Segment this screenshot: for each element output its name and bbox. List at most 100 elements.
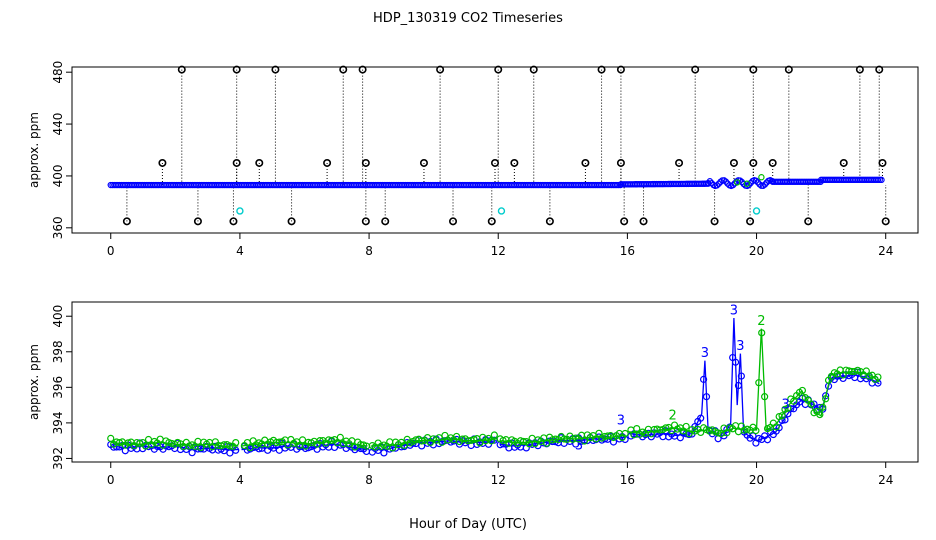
bottom-series-2-point — [551, 435, 559, 443]
bottom-x-tick-label: 24 — [878, 473, 893, 487]
top-outlier-point — [545, 217, 554, 226]
top-baseline-point — [713, 182, 721, 189]
top-y-tick-label: 440 — [51, 113, 65, 136]
bottom-series-3-line — [628, 317, 880, 442]
bottom-y-tick-label: 394 — [51, 411, 65, 434]
top-green-point — [743, 180, 751, 187]
bottom-plot-frame — [71, 301, 919, 463]
bottom-series-2-point — [790, 397, 798, 405]
bottom-x-tick-label: 20 — [749, 473, 764, 487]
bottom-series-2-point — [662, 424, 670, 432]
bottom-series-2-point — [755, 379, 763, 387]
bottom-series-3-point — [749, 432, 757, 440]
bottom-x-tick-label: 16 — [620, 473, 635, 487]
top-x-tick-label: 16 — [620, 244, 635, 258]
top-outlier-point — [597, 65, 606, 74]
top-outlier-point — [487, 217, 496, 226]
bottom-annotation-label: 3 — [617, 414, 625, 429]
top-outlier-point — [875, 65, 884, 74]
top-outlier-point — [839, 158, 848, 167]
top-outlier-point — [881, 217, 890, 226]
bottom-series-3-point — [697, 414, 705, 422]
bottom-series-2-point — [226, 442, 234, 450]
bottom-series-2-point — [752, 427, 760, 435]
bottom-series-2-point — [246, 444, 254, 452]
top-outlier-point — [436, 65, 445, 74]
bottom-series-2-point — [807, 400, 815, 408]
top-outlier-point — [510, 158, 519, 167]
top-outlier-point — [361, 217, 370, 226]
bottom-series-2-point — [298, 436, 307, 444]
bottom-series-2-point — [389, 444, 397, 452]
bottom-series-2-point — [580, 437, 589, 445]
top-outlier-point — [229, 217, 238, 226]
bottom-series-2-point — [822, 395, 830, 403]
top-baseline-point — [704, 179, 712, 187]
bottom-series-3-point — [226, 449, 234, 457]
bottom-series-3-point — [275, 446, 283, 454]
bottom-series-2-point — [336, 433, 344, 441]
top-outlier-point — [620, 217, 629, 226]
top-y-tick-label: 360 — [51, 216, 65, 239]
top-green-point — [733, 179, 741, 186]
bottom-annotation-label: 3 — [781, 398, 789, 413]
bottom-series-2-point — [107, 434, 115, 442]
top-outlier-point — [232, 65, 241, 74]
top-outlier-point — [358, 65, 367, 74]
bottom-series-3-point — [418, 442, 426, 450]
bottom-annotation-label: 2 — [668, 408, 676, 423]
bottom-series-2-point — [438, 438, 446, 446]
bottom-series-3-point — [699, 375, 708, 383]
bottom-annotation-label: 3 — [736, 339, 744, 354]
top-outlier-point — [494, 65, 503, 74]
top-outlier-point — [768, 158, 777, 167]
bottom-annotation-label: 2 — [757, 314, 765, 329]
top-x-tick-label: 4 — [236, 244, 244, 258]
bottom-x-tick-label: 8 — [365, 473, 373, 487]
bottom-series-2-point — [621, 429, 629, 438]
bottom-series-2-point — [115, 439, 124, 447]
bottom-x-tick-label: 0 — [107, 473, 115, 487]
top-baseline-point — [706, 178, 714, 185]
x-axis-label: Hour of Day (UTC) — [409, 517, 527, 532]
top-outlier-point — [381, 217, 390, 226]
bottom-y-tick-label: 396 — [51, 376, 65, 399]
top-cyan-point — [236, 207, 244, 215]
bottom-x-tick-label: 4 — [236, 473, 244, 487]
bottom-series-2-point — [819, 403, 827, 411]
bottom-series-2-point — [418, 437, 426, 445]
bottom-series-2-point — [784, 404, 792, 412]
bottom-series-2-point — [400, 441, 408, 450]
bottom-panel: 0 4 8 12 16 20 24 392 394 396 398 400 approx. ppm 3 3 3… — [27, 301, 919, 487]
top-y-tick-label: 400 — [51, 164, 65, 187]
top-outlier-point — [529, 65, 538, 74]
top-y-axis-label: approx. ppm — [27, 112, 41, 188]
top-outlier-point — [691, 65, 700, 74]
bottom-x-tick-label: 12 — [491, 473, 506, 487]
bottom-series-3-point — [731, 358, 740, 366]
top-outlier-point — [616, 158, 625, 167]
bottom-series-2-point — [865, 372, 873, 380]
top-outlier-point — [581, 158, 590, 167]
top-y-tick-label: 480 — [51, 61, 65, 84]
bottom-y-tick-label: 398 — [51, 340, 65, 363]
top-green-point — [758, 174, 765, 181]
top-panel: 0 4 8 12 16 20 24 360 400 440 480 approx. ppm — [27, 61, 919, 258]
top-outlier-point — [339, 65, 348, 74]
chart-title: HDP_130319 CO2 Timeseries — [373, 11, 563, 26]
bottom-series-2-point — [124, 439, 132, 447]
bottom-series-2-point — [197, 443, 205, 452]
top-outlier-point — [749, 65, 758, 74]
top-cyan-point — [497, 207, 506, 215]
top-outlier-point — [323, 158, 332, 167]
top-x-tick-label: 0 — [107, 244, 115, 258]
top-x-tick-label: 24 — [878, 244, 893, 258]
top-outlier-point — [232, 158, 241, 167]
top-outlier-point — [804, 217, 813, 226]
top-outlier-point — [449, 217, 458, 226]
bottom-series-2-point — [633, 424, 641, 433]
top-outlier-point — [361, 158, 370, 167]
bottom-series-3-point — [702, 393, 711, 401]
top-baseline-point — [752, 177, 760, 184]
top-outlier-point — [675, 158, 684, 167]
